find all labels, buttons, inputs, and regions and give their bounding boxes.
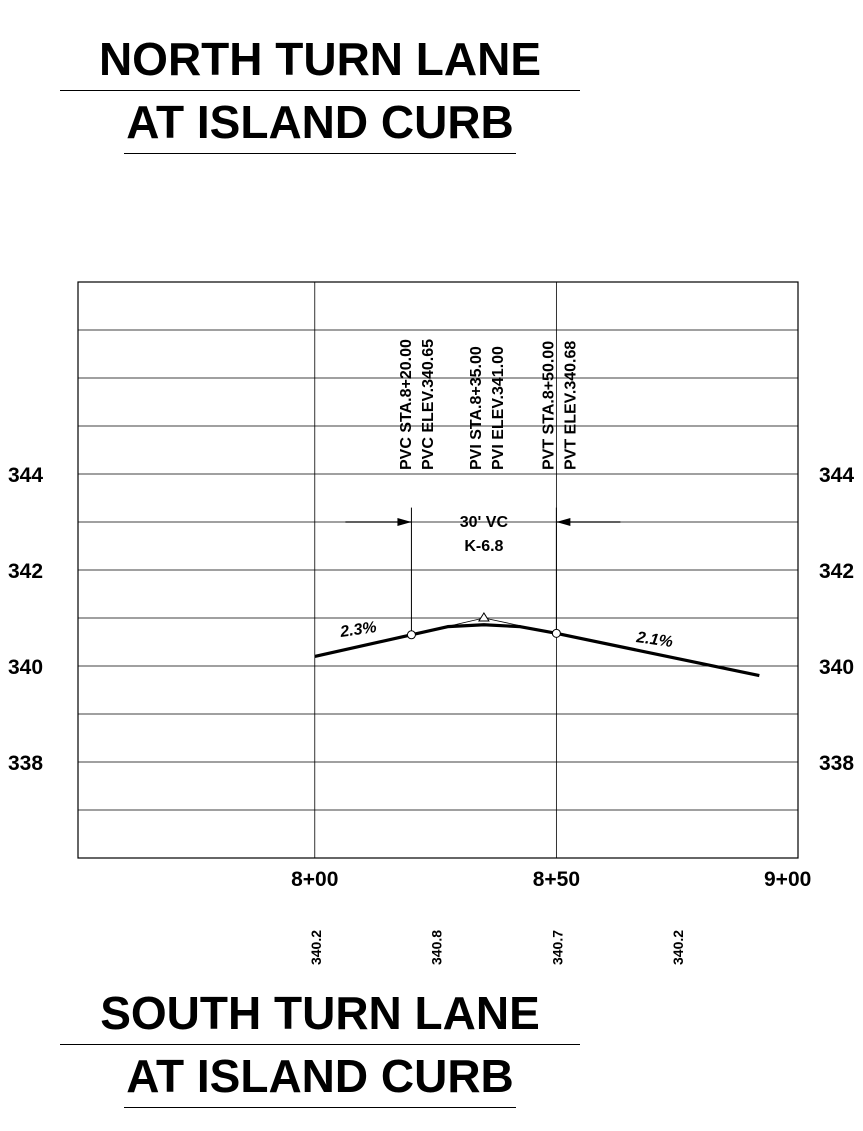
y-tick-label-right: 344: [819, 464, 854, 487]
curve-point-marker: [551, 628, 561, 638]
curve-point-annotation: PVI ELEV.341.00: [490, 346, 507, 470]
curve-point-marker: [406, 630, 416, 640]
elevation-label: 340.7: [549, 930, 565, 965]
bottom-title-line-2: AT ISLAND CURB: [60, 1045, 580, 1108]
bottom-title: SOUTH TURN LANE AT ISLAND CURB: [60, 982, 580, 1108]
grade-label-right: 2.1%: [634, 629, 673, 651]
profile-line: [314, 623, 760, 678]
y-tick-label-left: 338: [8, 752, 43, 775]
curve-point-annotation: PVT STA.8+50.00: [541, 341, 558, 470]
x-tick-label: 9+00: [764, 868, 811, 891]
top-title-line-1: NORTH TURN LANE: [60, 28, 580, 91]
elevation-label: 340.2: [308, 930, 324, 965]
bottom-title-line-1: SOUTH TURN LANE: [60, 982, 580, 1045]
top-title-line-2: AT ISLAND CURB: [60, 91, 580, 154]
vc-arrow-head: [556, 518, 571, 526]
pvi-marker: [478, 612, 490, 622]
y-tick-label-left: 342: [8, 560, 43, 583]
y-tick-label-left: 344: [8, 464, 43, 487]
grade-label-left: 2.3%: [338, 619, 377, 641]
y-tick-label-left: 340: [8, 656, 43, 679]
elevation-label: 340.2: [670, 930, 686, 965]
curve-point-annotation: PVC ELEV.340.65: [420, 339, 437, 470]
x-tick-label: 8+00: [291, 868, 338, 891]
vc-length-label: 30' VC: [460, 514, 509, 531]
x-tick-label: 8+50: [533, 868, 580, 891]
y-tick-label-right: 338: [819, 752, 854, 775]
top-title: NORTH TURN LANE AT ISLAND CURB: [60, 28, 580, 154]
k-value-label: K-6.8: [464, 538, 503, 555]
y-tick-label-right: 342: [819, 560, 854, 583]
curve-point-annotation: PVT ELEV.340.68: [562, 341, 579, 470]
curve-point-annotation: PVC STA.8+20.00: [398, 339, 415, 470]
vc-arrow-head: [397, 518, 412, 526]
y-tick-label-right: 340: [819, 656, 854, 679]
curve-point-annotation: PVI STA.8+35.00: [468, 346, 485, 470]
elevation-label: 340.8: [429, 930, 445, 965]
